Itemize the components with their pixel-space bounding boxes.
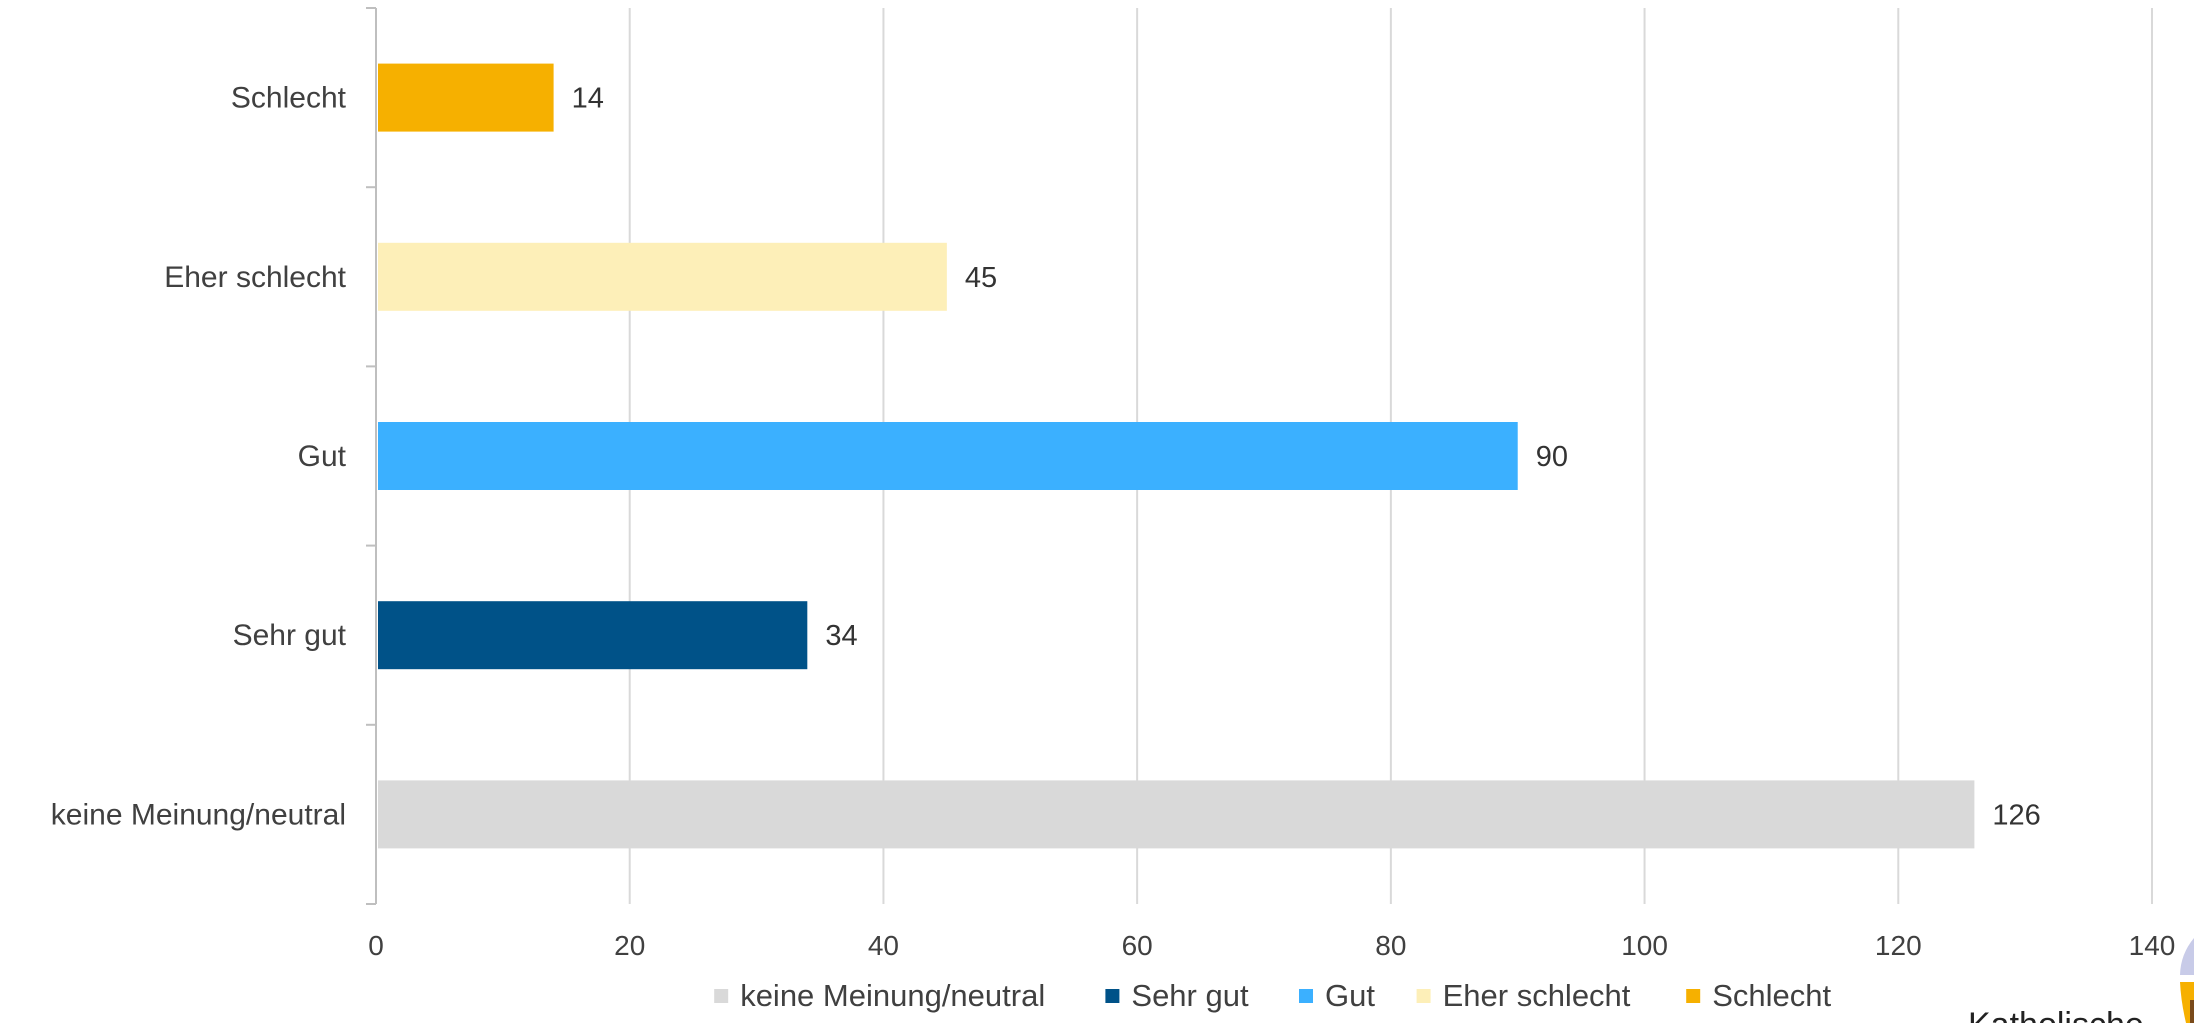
legend-label-eher-schlecht: Eher schlecht	[1443, 978, 1631, 1013]
legend-swatch-gut	[1299, 989, 1313, 1003]
x-tick-label-100: 100	[1621, 930, 1668, 961]
x-tick-label-140: 140	[2129, 930, 2176, 961]
data-label-sehr-gut: 34	[825, 620, 857, 652]
legend-swatch-keine-meinung-neutral	[714, 989, 729, 1003]
legend-label-schlecht: Schlecht	[1712, 978, 1831, 1013]
category-label-keine-meinung-neutral: keine Meinung/neutral	[51, 798, 346, 831]
x-tick-label-0: 0	[368, 930, 384, 961]
legend: keine Meinung/neutral Sehr gut Gut Eher sch…	[714, 978, 1831, 1013]
legend-label-gut: Gut	[1325, 978, 1375, 1013]
category-label-gut: Gut	[298, 440, 347, 473]
legend-swatch-sehr-gut	[1105, 989, 1120, 1003]
x-tick-label-80: 80	[1375, 930, 1406, 961]
legend-swatch-eher-schlecht	[1416, 989, 1431, 1003]
x-tick-label-20: 20	[614, 930, 645, 961]
bars	[378, 63, 1975, 849]
category-label-sehr-gut: Sehr gut	[233, 619, 347, 652]
bar-eher-schlecht	[378, 242, 947, 311]
logo-wordmark: Katholische	[1968, 1006, 2144, 1023]
bar-sehr-gut	[378, 601, 808, 670]
bar-keine-meinung-neutral	[378, 780, 1975, 849]
category-label-eher-schlecht: Eher schlecht	[164, 261, 346, 294]
x-tick-labels: 0 20 40 60 80 100 120 140	[368, 930, 2175, 961]
bar-schlecht	[378, 63, 554, 132]
data-label-keine-meinung-neutral: 126	[1992, 799, 2040, 831]
x-tick-label-120: 120	[1875, 930, 1922, 961]
y-axis	[366, 7, 377, 905]
x-tick-label-60: 60	[1122, 930, 1153, 961]
data-label-schlecht: 14	[572, 83, 604, 115]
legend-swatch-schlecht	[1686, 989, 1701, 1003]
logo-shield-detail	[2190, 1000, 2194, 1023]
category-labels: keine Meinung/neutral Sehr gut Gut Eher sch…	[51, 82, 347, 832]
x-tick-label-40: 40	[868, 930, 899, 961]
logo-arc-shape	[2180, 938, 2194, 975]
data-label-gut: 90	[1536, 441, 1568, 473]
data-labels: 126 34 90 45 14	[572, 83, 2041, 832]
legend-label-sehr-gut: Sehr gut	[1131, 978, 1249, 1013]
data-label-eher-schlecht: 45	[965, 262, 997, 294]
bar-gut	[378, 422, 1518, 490]
legend-label-keine-meinung-neutral: keine Meinung/neutral	[740, 978, 1045, 1013]
category-label-schlecht: Schlecht	[231, 82, 347, 115]
